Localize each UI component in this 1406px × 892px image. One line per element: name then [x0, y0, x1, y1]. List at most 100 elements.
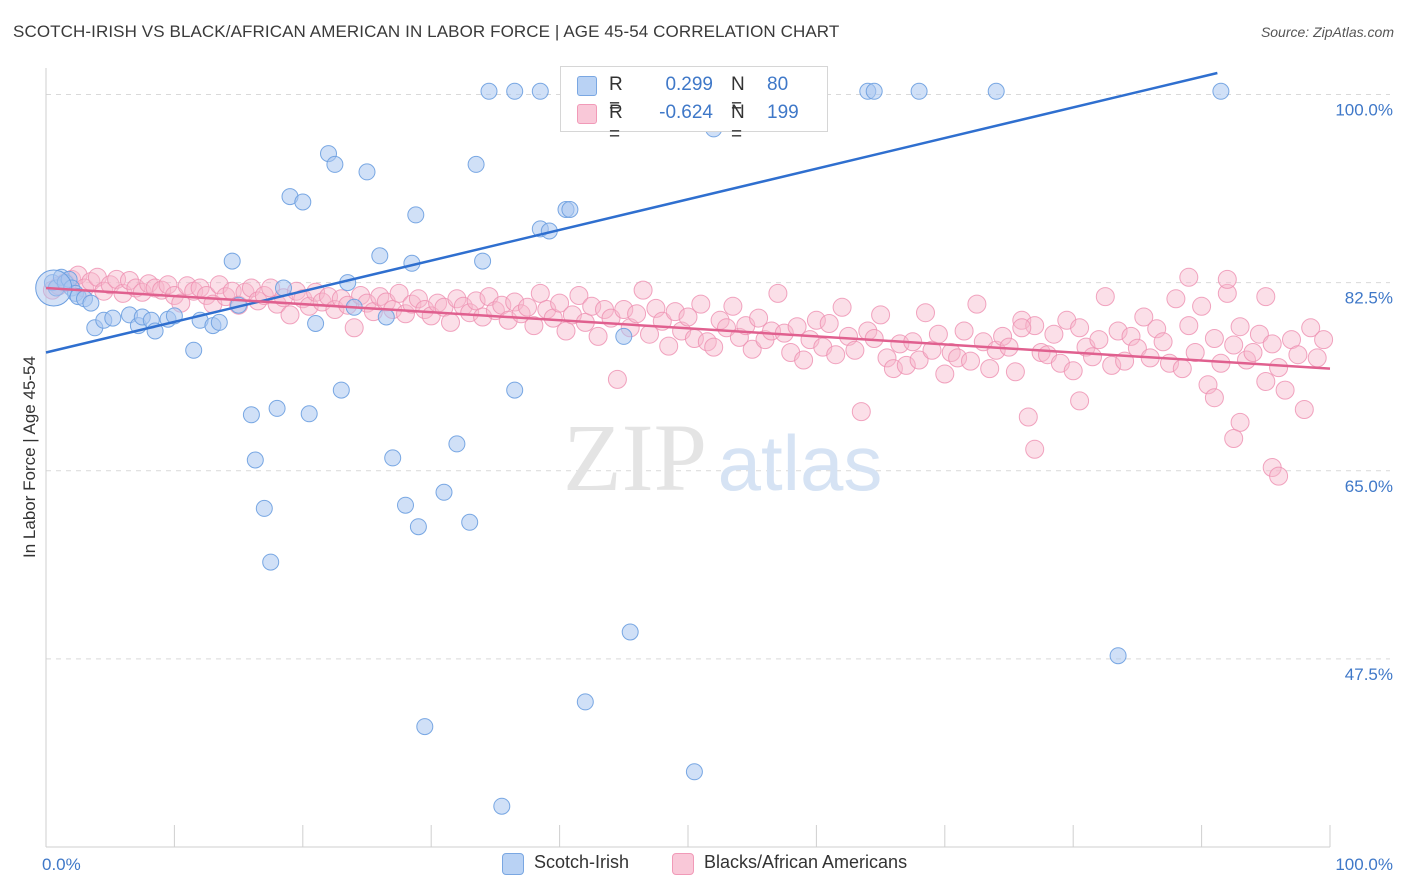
data-point-blacks-african-americans: [1172, 359, 1192, 379]
data-point-blacks-african-americans: [961, 351, 980, 371]
data-point-blacks-african-americans: [1153, 332, 1173, 352]
data-point-scotch-irish: [397, 496, 414, 514]
data-point-blacks-african-americans: [466, 291, 486, 311]
data-point-blacks-african-americans: [588, 326, 608, 346]
data-point-scotch-irish: [615, 327, 633, 345]
data-point-blacks-african-americans: [408, 289, 428, 309]
data-point-scotch-irish: [910, 82, 928, 100]
data-point-blacks-african-americans: [441, 312, 460, 332]
bottom-legend-swatch-blue: [502, 853, 524, 875]
trend-lines: [45, 71, 1331, 370]
data-point-blacks-african-americans: [1121, 326, 1141, 346]
data-point-scotch-irish: [358, 163, 376, 181]
data-point-blacks-african-americans: [627, 304, 647, 324]
data-point-scotch-irish: [104, 309, 122, 327]
data-point-blacks-african-americans: [530, 283, 550, 303]
data-point-blacks-african-americans: [691, 294, 711, 314]
data-point-scotch-irish: [326, 155, 344, 173]
y-axis-label: In Labor Force | Age 45-54: [20, 356, 39, 558]
data-point-scotch-irish: [1109, 647, 1127, 665]
data-point-scotch-irish: [377, 308, 395, 326]
data-point-scotch-irish: [262, 553, 280, 571]
data-point-blacks-african-americans: [742, 339, 762, 359]
data-point-blacks-african-americans: [1256, 287, 1276, 307]
axes: [45, 68, 1331, 848]
data-point-blacks-african-americans: [819, 314, 839, 333]
y-tick-label: 65.0%: [1345, 477, 1393, 496]
data-point-blacks-african-americans: [550, 293, 570, 313]
data-point-scotch-irish: [255, 499, 273, 517]
data-point-scotch-irish: [987, 82, 1005, 100]
legend-n-label: N =: [731, 74, 745, 117]
data-point-blacks-african-americans: [1070, 391, 1090, 411]
data-point-blacks-african-americans: [1256, 372, 1276, 391]
data-point-blacks-african-americans: [1012, 310, 1032, 330]
data-point-blacks-african-americans: [723, 296, 743, 316]
watermark: ZIP atlas: [563, 404, 882, 511]
tick-labels: 47.5% 65.0% 82.5% 100.0% 0.0% 100.0%: [42, 101, 1393, 875]
data-point-blacks-african-americans: [697, 332, 717, 352]
data-point-scotch-irish: [480, 82, 498, 100]
data-point-scotch-irish: [384, 449, 402, 467]
data-point-blacks-african-americans: [832, 297, 852, 317]
data-point-blacks-african-americans: [883, 359, 903, 379]
data-point-blacks-african-americans: [402, 294, 422, 314]
data-point-blacks-african-americans: [1307, 348, 1327, 368]
data-point-scotch-irish: [416, 718, 434, 736]
data-point-scotch-irish: [223, 252, 241, 270]
data-point-blacks-african-americans: [1179, 316, 1199, 336]
legend-r-value: 0.299: [665, 74, 713, 95]
data-point-scotch-irish: [506, 381, 524, 399]
data-point-blacks-african-americans: [967, 294, 987, 314]
scotch-irish-points: [35, 82, 1230, 815]
data-point-scotch-irish: [474, 252, 492, 270]
data-point-blacks-african-americans: [1095, 287, 1115, 307]
legend-n-value: 199: [767, 102, 799, 123]
data-point-scotch-irish: [300, 405, 318, 423]
data-point-blacks-african-americans: [954, 321, 974, 341]
data-point-blacks-african-americans: [826, 345, 846, 365]
data-point-blacks-african-americans: [896, 355, 916, 375]
data-point-blacks-african-americans: [1269, 466, 1289, 486]
data-point-scotch-irish: [185, 341, 203, 359]
data-point-blacks-african-americans: [518, 297, 537, 317]
data-point-blacks-african-americans: [1083, 347, 1102, 367]
data-point-blacks-african-americans: [1224, 335, 1244, 355]
data-point-scotch-irish: [531, 82, 549, 100]
data-point-scotch-irish: [685, 763, 703, 781]
data-point-scotch-irish: [246, 451, 264, 469]
data-point-blacks-african-americans: [1025, 439, 1045, 459]
data-point-blacks-african-americans: [1063, 361, 1083, 381]
data-point-blacks-african-americans: [877, 348, 897, 368]
data-point-blacks-african-americans: [1134, 307, 1154, 327]
data-point-blacks-african-americans: [1243, 343, 1263, 362]
data-point-blacks-african-americans: [1185, 343, 1205, 362]
data-point-scotch-irish: [294, 193, 312, 211]
data-point-scotch-irish: [865, 82, 883, 100]
data-point-scotch-irish: [307, 315, 325, 332]
x-tick-label: 0.0%: [42, 855, 81, 874]
data-point-blacks-african-americans: [280, 305, 300, 325]
bottom-legend-label: Blacks/African Americans: [704, 852, 908, 872]
data-point-blacks-african-americans: [1089, 330, 1109, 350]
data-point-blacks-african-americans: [460, 303, 480, 323]
blacks-african-americans-points: [42, 265, 1334, 486]
data-point-blacks-african-americans: [447, 289, 467, 309]
chart-title: SCOTCH-IRISH VS BLACK/AFRICAN AMERICAN I…: [13, 22, 840, 41]
data-point-scotch-irish: [561, 201, 579, 218]
trend-line-blacks-african-americans: [45, 286, 1331, 370]
data-point-blacks-african-americans: [839, 326, 858, 346]
data-point-blacks-african-americans: [569, 286, 589, 305]
data-point-blacks-african-americans: [614, 300, 634, 319]
data-point-blacks-african-americans: [909, 350, 929, 370]
data-point-scotch-irish: [332, 381, 350, 399]
x-tick-label: 100.0%: [1335, 855, 1393, 874]
data-point-blacks-african-americans: [749, 308, 769, 328]
data-point-blacks-african-americans: [948, 348, 968, 368]
data-point-blacks-african-americans: [582, 296, 602, 316]
data-point-blacks-african-americans: [806, 310, 826, 330]
y-tick-label: 100.0%: [1335, 101, 1393, 120]
data-point-blacks-african-americans: [1217, 269, 1237, 289]
data-point-blacks-african-americans: [678, 307, 698, 327]
data-point-blacks-african-americans: [556, 321, 576, 341]
